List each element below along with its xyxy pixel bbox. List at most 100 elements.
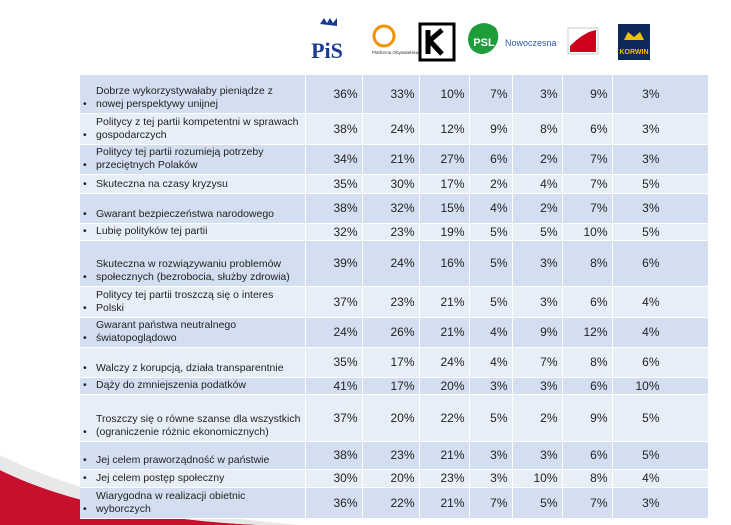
cell-value: 2% <box>469 174 513 194</box>
cell-value: 39% <box>305 240 363 287</box>
row-label: Skuteczna na czasy kryzysu <box>80 174 306 194</box>
cell-value: 21% <box>419 317 470 348</box>
cell-value: 7% <box>562 144 613 175</box>
row-label: Politycy tej partii rozumieją potrzeby p… <box>80 144 306 175</box>
cell-value: 5% <box>512 223 563 241</box>
cell-value: 10% <box>612 377 709 395</box>
logo-text: KORWIN <box>619 49 648 56</box>
table-row: Jej celem postęp społeczny30%20%23%3%10%… <box>80 469 709 488</box>
cell-value: 36% <box>305 75 363 114</box>
cell-value: 21% <box>419 487 470 519</box>
cell-value: 23% <box>362 286 420 318</box>
table-row: Skuteczna w rozwiązywaniu problemów społ… <box>80 240 709 287</box>
row-label: Troszczy się o równe szanse dla wszystki… <box>80 394 306 442</box>
cell-value: 6% <box>562 441 613 470</box>
logo-text: Platforma Obywatelska <box>372 50 419 55</box>
cell-value: 3% <box>512 377 563 395</box>
cell-value: 2% <box>512 394 563 442</box>
cell-value: 4% <box>612 469 709 488</box>
cell-value: 3% <box>512 286 563 318</box>
logo-text: PSL <box>473 37 495 49</box>
cell-value: 38% <box>305 113 363 145</box>
cell-value: 22% <box>362 487 420 519</box>
cell-value: 35% <box>305 174 363 194</box>
cell-value: 20% <box>362 394 420 442</box>
cell-value: 4% <box>612 317 709 348</box>
cell-value: 3% <box>612 113 709 145</box>
cell-value: 10% <box>562 223 613 241</box>
cell-value: 12% <box>419 113 470 145</box>
cell-value: 6% <box>562 113 613 145</box>
logo-kukiz <box>418 22 456 62</box>
cell-value: 23% <box>419 469 470 488</box>
cell-value: 5% <box>612 394 709 442</box>
cell-value: 24% <box>362 113 420 145</box>
cell-value: 8% <box>562 240 613 287</box>
cell-value: 4% <box>469 317 513 348</box>
cell-value: 3% <box>612 144 709 175</box>
row-label: Lubię polityków tej partii <box>80 223 306 241</box>
table-row: Wiarygodna w realizacji obietnic wyborcz… <box>80 487 709 519</box>
cell-value: 3% <box>469 377 513 395</box>
cell-value: 20% <box>419 377 470 395</box>
row-label: Gwarant bezpieczeństwa narodowego <box>80 193 306 224</box>
cell-value: 35% <box>305 347 363 378</box>
logo-nowoczesna: Nowoczesna <box>505 38 557 48</box>
cell-value: 19% <box>419 223 470 241</box>
cell-value: 4% <box>469 193 513 224</box>
cell-value: 15% <box>419 193 470 224</box>
cell-value: 17% <box>362 347 420 378</box>
cell-value: 3% <box>612 75 709 114</box>
table-row: Troszczy się o równe szanse dla wszystki… <box>80 394 709 442</box>
cell-value: 9% <box>469 113 513 145</box>
decor-swoosh <box>0 470 260 525</box>
cell-value: 5% <box>512 487 563 519</box>
cell-value: 20% <box>362 469 420 488</box>
cell-value: 5% <box>469 240 513 287</box>
row-label: Politycy z tej partii kompetentni w spra… <box>80 113 306 145</box>
table-row: Dobrze wykorzystywałaby pieniądze z nowe… <box>80 75 709 114</box>
cell-value: 33% <box>362 75 420 114</box>
cell-value: 3% <box>612 193 709 224</box>
table-row: Walczy z korupcją, działa transparentnie… <box>80 347 709 378</box>
row-label: Dąży do zmniejszenia podatków <box>80 377 306 395</box>
cell-value: 36% <box>305 487 363 519</box>
cell-value: 7% <box>562 193 613 224</box>
cell-value: 6% <box>469 144 513 175</box>
cell-value: 24% <box>305 317 363 348</box>
cell-value: 37% <box>305 286 363 318</box>
cell-value: 8% <box>562 469 613 488</box>
logo-psl: PSL <box>468 23 499 54</box>
cell-value: 7% <box>512 347 563 378</box>
cell-value: 2% <box>512 193 563 224</box>
row-label: Walczy z korupcją, działa transparentnie <box>80 347 306 378</box>
cell-value: 5% <box>469 223 513 241</box>
logo-text: PiS <box>311 38 343 63</box>
cell-value: 3% <box>512 441 563 470</box>
row-label: Skuteczna w rozwiązywaniu problemów społ… <box>80 240 306 287</box>
cell-value: 17% <box>362 377 420 395</box>
cell-value: 21% <box>419 286 470 318</box>
cell-value: 24% <box>362 240 420 287</box>
cell-value: 10% <box>512 469 563 488</box>
cell-value: 37% <box>305 394 363 442</box>
cell-value: 34% <box>305 144 363 175</box>
cell-value: 5% <box>612 174 709 194</box>
cell-value: 3% <box>512 240 563 287</box>
table-row: Gwarant państwa neutralnego światopogląd… <box>80 317 709 348</box>
cell-value: 6% <box>612 347 709 378</box>
cell-value: 12% <box>562 317 613 348</box>
table-row: Lubię polityków tej partii32%23%19%5%5%1… <box>80 223 709 241</box>
cell-value: 41% <box>305 377 363 395</box>
cell-value: 23% <box>362 223 420 241</box>
cell-value: 6% <box>562 286 613 318</box>
table-row: Jej celem praworządność w państwie38%23%… <box>80 441 709 470</box>
table-row: Gwarant bezpieczeństwa narodowego38%32%1… <box>80 193 709 224</box>
row-label: Dobrze wykorzystywałaby pieniądze z nowe… <box>80 75 306 114</box>
cell-value: 24% <box>419 347 470 378</box>
cell-value: 17% <box>419 174 470 194</box>
logo-korwin: KORWIN <box>618 24 650 60</box>
cell-value: 27% <box>419 144 470 175</box>
cell-value: 3% <box>469 469 513 488</box>
